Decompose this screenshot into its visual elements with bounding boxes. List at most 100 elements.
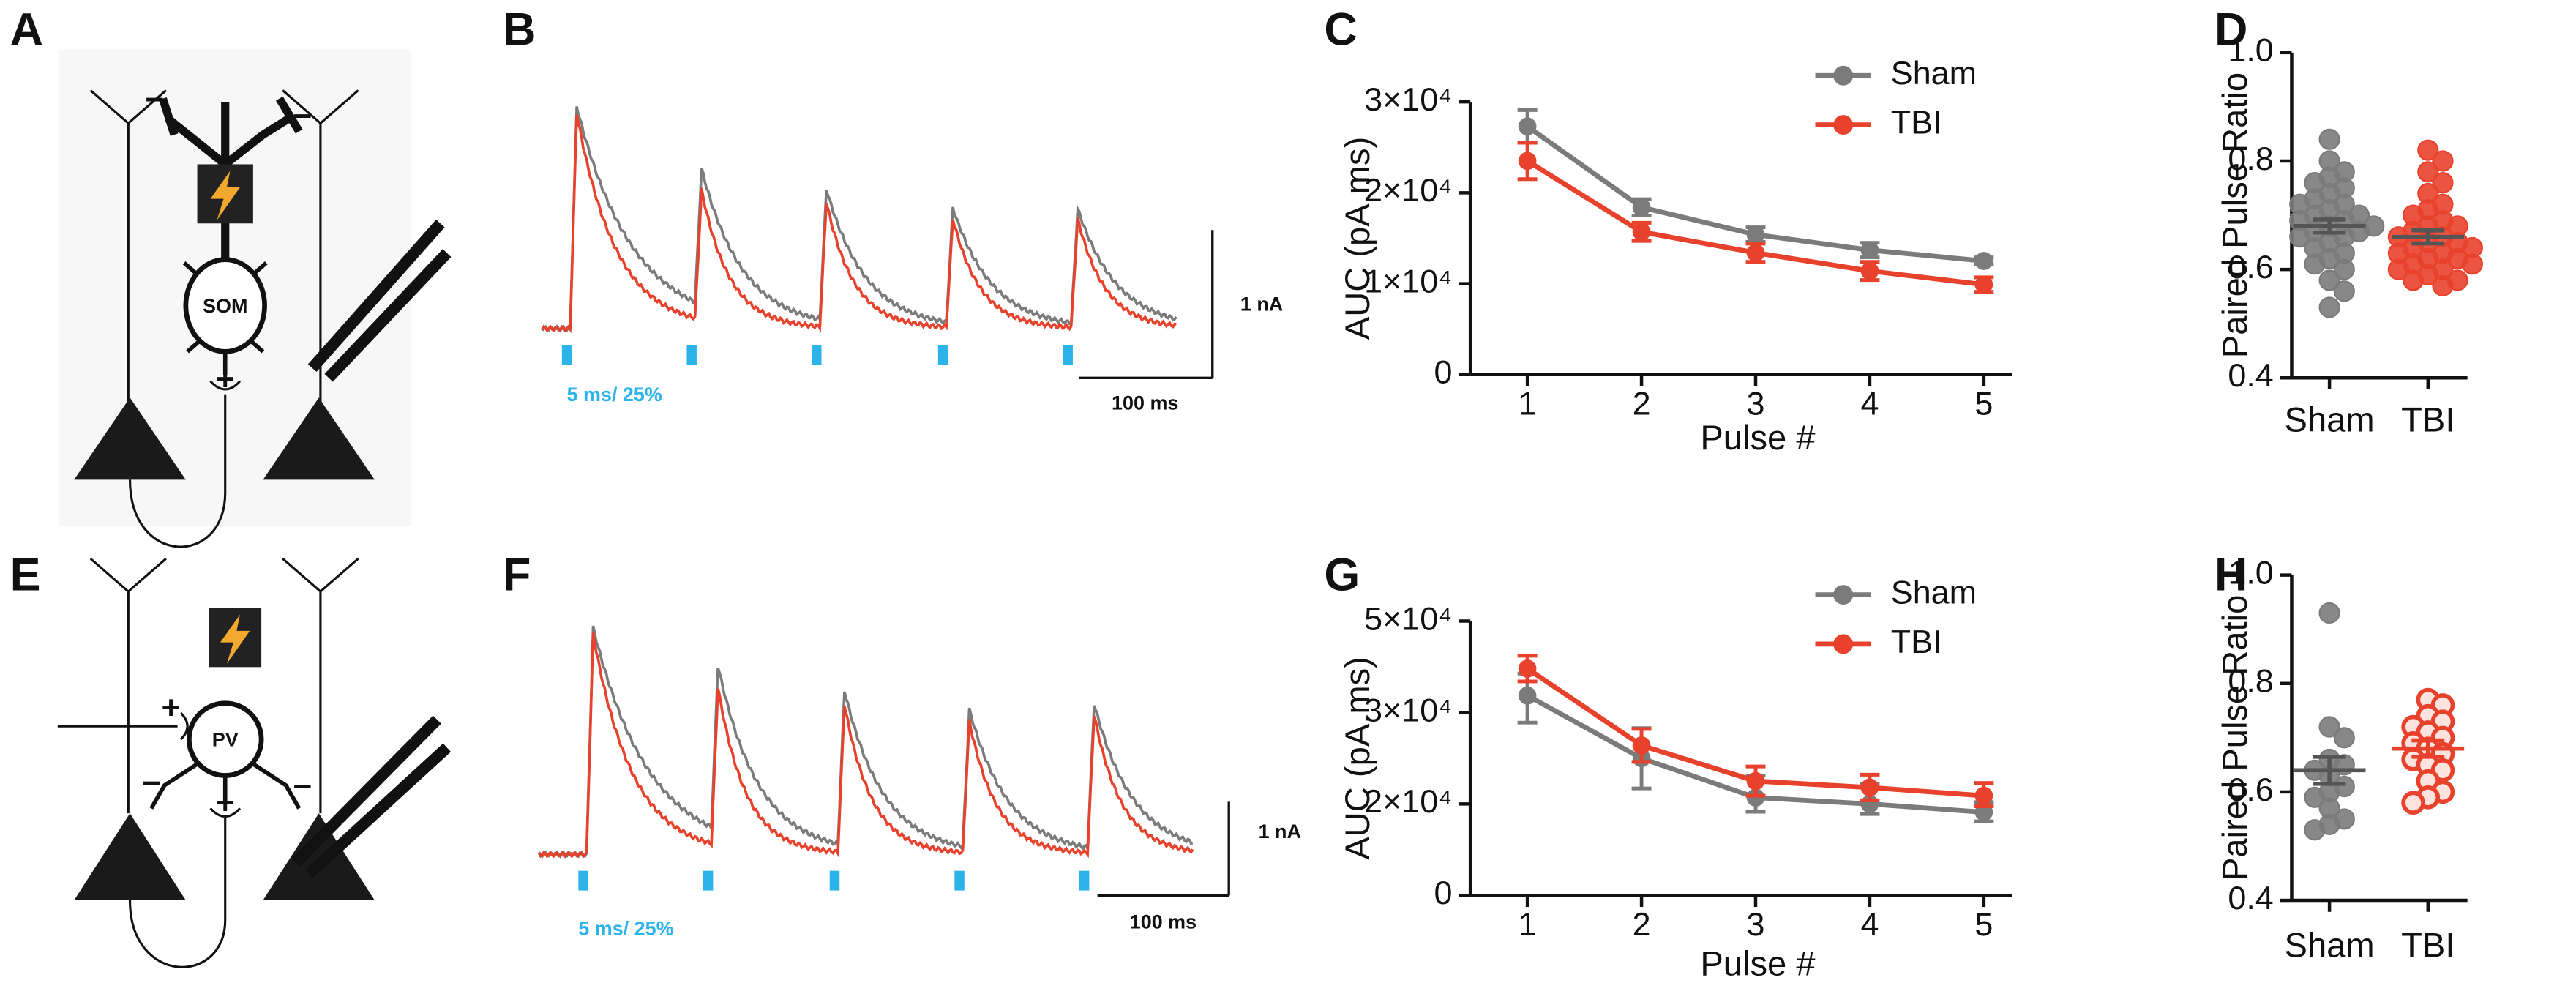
- circuit-diagram: PV + − + −: [57, 557, 452, 968]
- stimulus-pulse: [829, 870, 840, 891]
- panel-label: C: [1324, 4, 1357, 55]
- data-point: [1746, 771, 1765, 791]
- y-tick-label: 0.8: [2228, 662, 2273, 700]
- dendrite: [89, 557, 359, 814]
- lightning: [220, 614, 250, 664]
- x-tick-label: Sham: [2285, 926, 2375, 965]
- data-point: [2318, 716, 2340, 738]
- data-point: [1518, 659, 1537, 678]
- circuit-diagram: SOM − − +: [59, 49, 452, 548]
- data-point: [2432, 274, 2454, 296]
- axon: [128, 818, 227, 968]
- pyramidal-cell: [74, 813, 186, 901]
- x-tick-label: 2: [1633, 905, 1651, 943]
- lightning: [210, 171, 240, 220]
- panel-label: D: [2214, 4, 2247, 55]
- data-point: [2432, 150, 2454, 172]
- panel-label: B: [503, 4, 536, 55]
- data-point: [2387, 258, 2409, 280]
- x-tick-label: 1: [1519, 384, 1537, 422]
- data-point: [2402, 269, 2425, 291]
- axon: [128, 394, 227, 548]
- data-point: [2417, 139, 2439, 161]
- stimulus-pulse: [937, 345, 948, 365]
- stimulus-label: 5 ms/ 25%: [567, 384, 662, 406]
- y-tick-label: 5×10⁴: [1364, 599, 1452, 637]
- y-tick-label: 0.6: [2228, 248, 2273, 285]
- recording-trace: [541, 114, 1177, 334]
- cell-label: PV: [212, 728, 239, 750]
- y-axis-label: AUC (pA.ms): [1338, 657, 1377, 860]
- x-axis-label: Pulse #: [1700, 943, 1815, 982]
- x-tick-label: 2: [1633, 384, 1651, 422]
- y-tick-label: 0.8: [2228, 140, 2273, 177]
- data-point: [1518, 152, 1537, 171]
- sign: −: [145, 81, 164, 118]
- x-tick-label: 5: [1974, 905, 1993, 943]
- data-point: [2333, 727, 2355, 749]
- sign: +: [162, 689, 181, 726]
- sign: +: [216, 360, 235, 397]
- x-tick-label: 3: [1747, 384, 1765, 422]
- stimulus-pulse: [578, 870, 588, 891]
- sign: −: [142, 764, 161, 801]
- y-tick-label: 3×10⁴: [1364, 691, 1452, 728]
- pyramidal-cell: [263, 813, 375, 901]
- data-point: [2304, 786, 2326, 808]
- y-tick-label: 0: [1434, 874, 1452, 911]
- data-point: [1974, 786, 1993, 805]
- x-tick-label: 4: [1860, 905, 1879, 943]
- data-point: [1974, 252, 1993, 270]
- legend-label: Sham: [1891, 54, 1977, 91]
- recording-trace: [541, 106, 1177, 333]
- sign: −: [293, 767, 312, 804]
- data-point: [2318, 128, 2340, 150]
- cell-process: [149, 762, 302, 810]
- stimulus-pulse: [954, 870, 965, 891]
- data-point: [1632, 736, 1651, 755]
- y-tick-label: 3×10⁴: [1364, 81, 1452, 118]
- data-point: [2304, 819, 2326, 841]
- x-axis-label: Pulse #: [1700, 418, 1815, 457]
- sign: −: [293, 97, 312, 134]
- stimulus-pulse: [561, 345, 572, 365]
- data-point: [2461, 253, 2483, 275]
- legend-marker: [1833, 634, 1854, 654]
- data-point: [2417, 161, 2439, 183]
- data-point: [2318, 296, 2340, 318]
- stimulus-pulse: [1063, 345, 1073, 365]
- pyramidal-cell: [263, 397, 375, 480]
- x-tick-label: 5: [1974, 384, 1993, 422]
- data-point: [1746, 788, 1765, 807]
- data-point: [1860, 241, 1879, 259]
- data-point: [1860, 261, 1879, 280]
- time-scale: 100 ms: [1112, 392, 1178, 414]
- x-tick-label: 4: [1860, 384, 1879, 422]
- current-scale: 1 nA: [1240, 294, 1283, 315]
- y-axis-label: Paired Pulse Ratio: [2215, 595, 2254, 881]
- cell-process: [182, 261, 268, 375]
- data-point: [1518, 686, 1537, 705]
- data-point: [1518, 117, 1537, 136]
- y-axis-label: AUC (pA.ms): [1338, 137, 1377, 340]
- y-tick-label: 1×10⁴: [1364, 262, 1452, 299]
- stimulus-pulse: [686, 345, 697, 365]
- panel-label: G: [1324, 550, 1360, 601]
- synapse: [159, 96, 303, 136]
- recording-trace: [538, 625, 1193, 859]
- panel-label: H: [2214, 550, 2247, 601]
- dendrite: [89, 89, 359, 403]
- data-point: [2304, 253, 2326, 275]
- x-tick-label: 3: [1747, 905, 1765, 943]
- y-tick-label: 0: [1434, 354, 1452, 391]
- panel-label: F: [503, 550, 531, 601]
- data-point: [2333, 280, 2355, 302]
- legend-marker: [1833, 585, 1854, 605]
- electrode: [291, 715, 452, 878]
- data-point: [1746, 243, 1765, 262]
- synapse: [209, 380, 242, 391]
- sign: +: [216, 784, 235, 821]
- data-point: [1746, 225, 1765, 244]
- x-tick-label: Sham: [2285, 400, 2375, 438]
